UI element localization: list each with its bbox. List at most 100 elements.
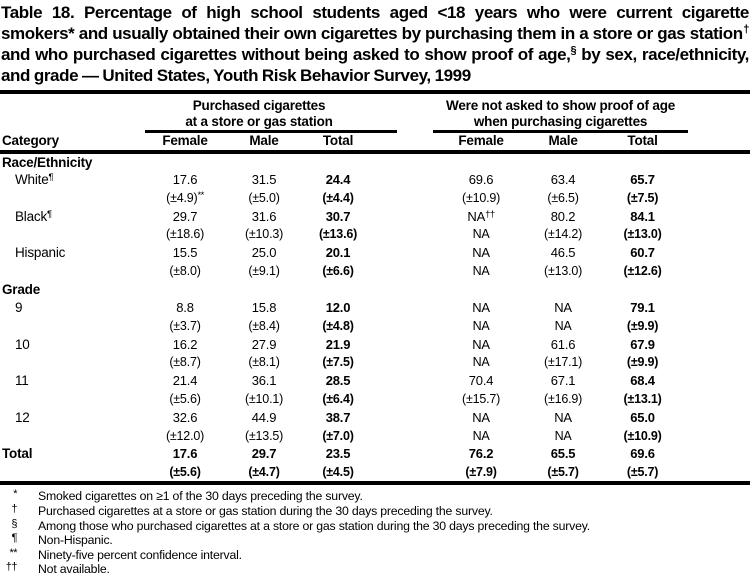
section-label: Race/Ethnicity <box>2 154 93 170</box>
ci-cell: (±13.1) <box>623 392 662 406</box>
header-right-spacer <box>688 131 750 154</box>
footnote-text: Non-Hispanic. <box>38 533 113 548</box>
value-cell: 29.7 <box>251 446 277 462</box>
value-cell: 79.1 <box>630 300 655 316</box>
value-row: White¶ 17.6 31.5 24.4 69.6 63.4 65.7 <box>0 170 750 188</box>
spacer-cell <box>397 353 433 371</box>
spacer-cell <box>397 408 433 426</box>
col-header-total-group1: Total <box>303 131 373 154</box>
spacer-cell <box>373 335 397 353</box>
ci-cell: (±7.5) <box>322 355 354 370</box>
header-gap-spacer <box>397 131 434 154</box>
row-label <box>0 189 145 207</box>
ci-row: (±12.0) (±13.5) (±7.0) NA NA (±10.9) <box>0 426 750 444</box>
row-label: 10 <box>15 336 30 352</box>
ci-cell: (±9.1) <box>248 263 280 278</box>
ci-cell: (±4.5) <box>322 465 354 480</box>
ci-cell: (±8.1) <box>248 355 280 370</box>
spacer-cell <box>688 390 750 408</box>
row-label: 9 <box>15 300 23 316</box>
column-group-proof-of-age: Were not asked to show proof of age when… <box>433 94 689 133</box>
value-row: 12 32.6 44.9 38.7 NA NA 65.0 <box>0 408 750 426</box>
ci-cell: (±10.3) <box>244 227 284 242</box>
title-divider-rule <box>0 90 750 94</box>
col-header-category: Category <box>0 131 145 154</box>
value-cell: 32.6 <box>172 409 198 425</box>
row-label <box>0 390 145 408</box>
spacer-cell <box>688 317 750 335</box>
spacer-cell <box>373 298 397 316</box>
footnote-marker: †† <box>5 561 18 574</box>
value-cell: 31.5 <box>251 171 277 187</box>
row-label: 12 <box>15 409 30 425</box>
spacer-cell <box>373 170 397 188</box>
ci-cell: (±10.1) <box>244 392 284 406</box>
row-label <box>0 426 145 444</box>
category-header-spacer <box>0 94 145 132</box>
value-cell: 17.6 <box>172 171 198 187</box>
value-cell: 17.6 <box>172 446 198 462</box>
value-cell: 67.9 <box>630 336 655 352</box>
table-bottom-rule <box>0 481 750 486</box>
footnote: ¶ Non-Hispanic. <box>0 532 750 548</box>
ci-cell: (±8.0) <box>169 263 201 278</box>
value-cell: NA <box>554 409 572 425</box>
spacer-cell <box>688 353 750 371</box>
ci-cell: (±6.6) <box>322 263 354 278</box>
ci-cell: NA <box>472 263 490 278</box>
ci-cell: (±5.6) <box>169 392 201 406</box>
group-2-label-line-1: Were not asked to show proof of age <box>446 98 676 113</box>
table-title: Table 18. Percentage of high school stud… <box>1 3 749 85</box>
footnote-marker: ** <box>9 546 17 559</box>
ci-cell: (±6.5) <box>547 190 579 205</box>
row-label <box>0 317 145 335</box>
value-cell: 38.7 <box>325 409 351 425</box>
ci-cell: (±9.9) <box>626 318 659 333</box>
value-cell: 65.7 <box>630 171 655 187</box>
ci-cell: NA <box>472 355 490 370</box>
spacer-cell <box>373 225 397 243</box>
spacer-cell <box>397 335 433 353</box>
spacer-cell <box>397 445 433 463</box>
group-2-label-line-2: when purchasing cigarettes <box>473 113 648 129</box>
row-label <box>0 225 145 243</box>
ci-cell: (±5.6) <box>169 465 201 480</box>
value-cell: 31.6 <box>251 208 277 224</box>
spacer-cell <box>397 426 433 444</box>
value-row: 11 21.4 36.1 28.5 70.4 67.1 68.4 <box>0 372 750 390</box>
footnote: § Among those who purchased cigarettes at… <box>0 518 750 534</box>
value-cell: 16.2 <box>172 336 198 352</box>
ci-cell: (±7.0) <box>322 428 354 443</box>
value-row: 9 8.8 15.8 12.0 NA NA 79.1 <box>0 298 750 316</box>
ci-cell: (±17.1) <box>543 355 583 370</box>
value-cell: 46.5 <box>550 245 576 261</box>
spacer-cell <box>373 189 397 207</box>
value-cell: 44.9 <box>251 409 277 425</box>
spacer-cell <box>373 207 397 225</box>
value-cell: 28.5 <box>325 373 351 389</box>
ci-cell: (±10.9) <box>623 428 662 443</box>
ci-cell: (±5.7) <box>626 465 659 480</box>
value-cell: 84.1 <box>630 208 655 224</box>
footnote-text: Among those who purchased cigarettes at … <box>38 518 590 533</box>
ci-cell: (±16.9) <box>543 392 583 406</box>
value-cell: NA <box>554 300 572 316</box>
spacer-cell <box>688 225 750 243</box>
ci-cell: (±3.7) <box>169 318 201 333</box>
spacer-cell <box>373 426 397 444</box>
spacer-cell <box>397 207 433 225</box>
footnote-marker: * <box>13 488 17 501</box>
value-cell: 76.2 <box>468 446 494 462</box>
value-cell: 21.9 <box>325 336 351 352</box>
footnote-text: Purchased cigarettes at a store or gas s… <box>38 503 493 518</box>
row-label: Total <box>2 446 33 462</box>
ci-row: (±5.6) (±4.7) (±4.5) (±7.9) (±5.7) (±5.7) <box>0 463 750 481</box>
col-header-female-group2: Female <box>433 131 530 154</box>
ci-cell: (±14.2) <box>543 227 583 242</box>
value-cell: 60.7 <box>630 245 655 261</box>
value-cell: 36.1 <box>251 373 277 389</box>
data-table: Purchased cigarettes at a store or gas s… <box>0 94 750 481</box>
ci-cell: (±5.0) <box>248 190 280 205</box>
value-cell: 69.6 <box>630 446 655 462</box>
value-cell: 63.4 <box>550 171 576 187</box>
